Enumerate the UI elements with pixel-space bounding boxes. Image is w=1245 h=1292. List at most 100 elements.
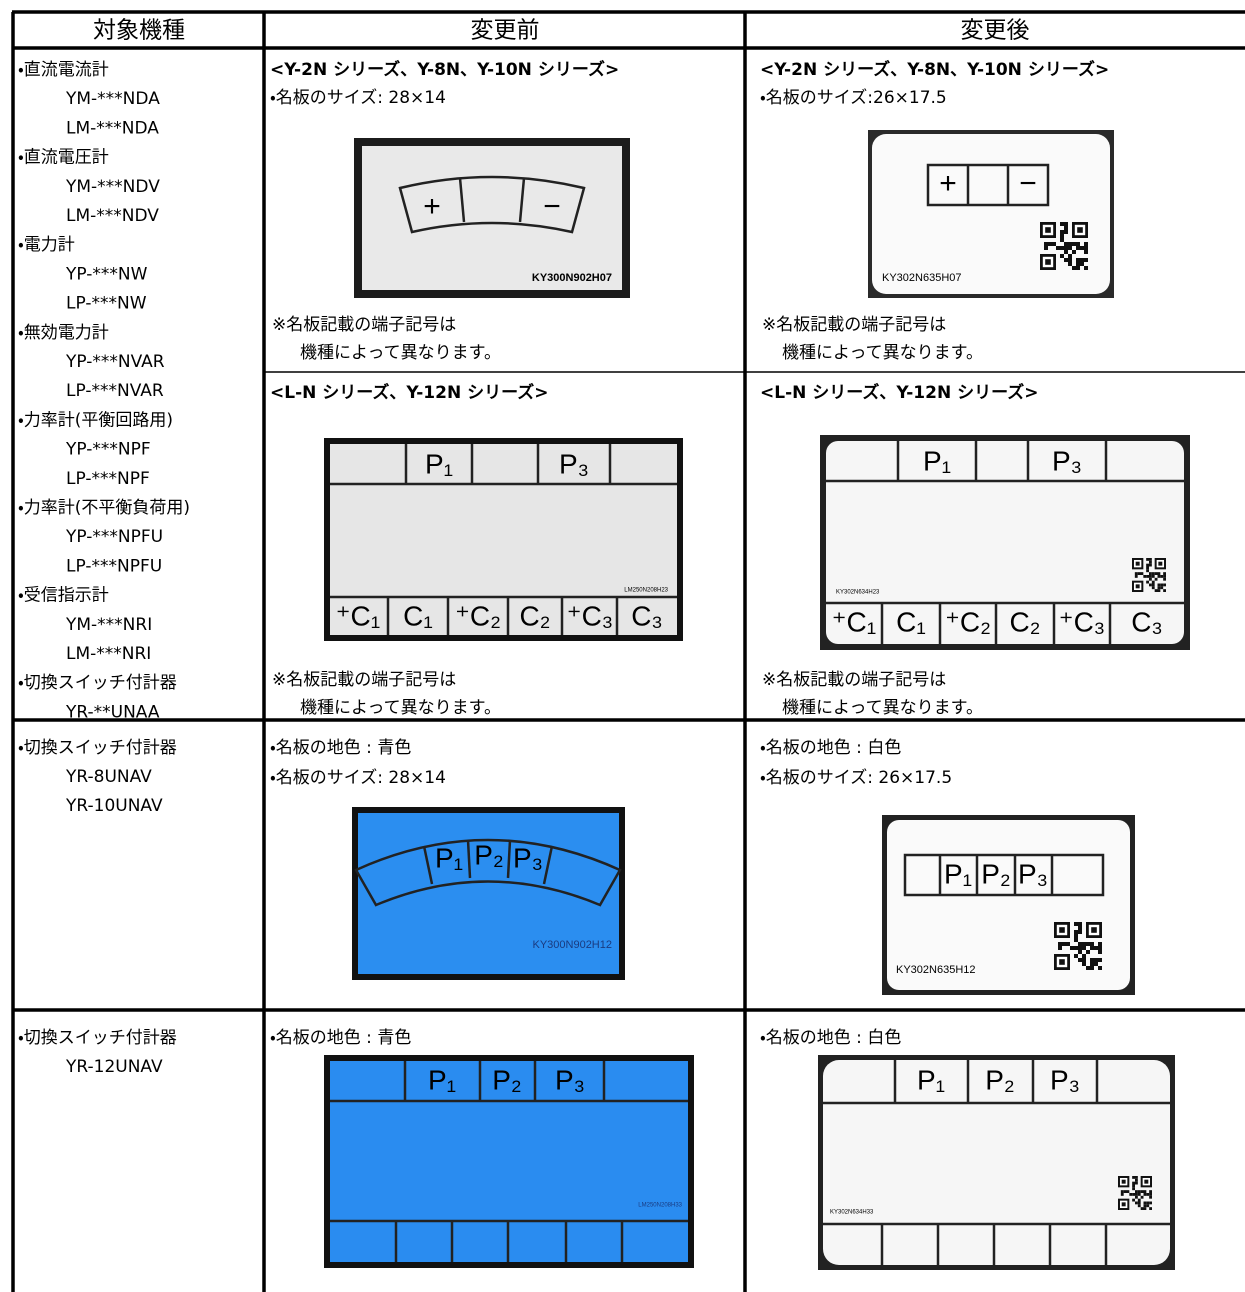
model-category: ・直流電圧計	[18, 148, 109, 168]
model-category: ・切換スイッチ付計器	[18, 673, 177, 693]
plate-code: KY300N902H12	[532, 939, 612, 951]
plate-code: KY302N634H23	[836, 590, 880, 596]
plate-code: KY302N635H12	[896, 964, 976, 976]
note: ※名板記載の端子記号は	[762, 670, 946, 690]
model-code: LP-***NPF	[66, 469, 150, 489]
size-text: ・名板のサイズ:26×17.5	[760, 88, 947, 108]
model-code: LP-***NVAR	[66, 381, 164, 401]
size-text: ・名板のサイズ: 28×14	[270, 768, 446, 788]
model-category: ・切換スイッチ付計器	[18, 1028, 177, 1048]
terminal-label: P₁	[435, 842, 463, 873]
color-text: ・名板の地色 : 白色	[760, 1028, 901, 1048]
plate-code: KY302N634H33	[830, 1210, 874, 1216]
model-category: ・力率計(不平衡負荷用)	[18, 498, 190, 518]
terminal-label: P₃	[555, 1064, 585, 1095]
terminal-label: P₃	[1018, 858, 1048, 889]
header-cell: 変更後	[961, 18, 1030, 44]
nameplate-image: P₁ P₃ ⁺C₁ C₁ ⁺C₂ C₂ ⁺C₃ C₃ KY302N634H23	[820, 435, 1190, 650]
terminal-label: ⁺C₃	[1059, 606, 1105, 637]
size-text: ・名板のサイズ: 28×14	[270, 88, 446, 108]
model-code: YP-***NPF	[65, 440, 151, 460]
model-code: YP-***NPFU	[65, 527, 163, 547]
terminal-label: C₃	[1131, 606, 1163, 637]
color-text: ・名板の地色 : 青色	[270, 738, 411, 758]
table-lines	[11, 10, 1245, 1292]
series-heading: <L-N シリーズ、Y-12N シリーズ>	[270, 382, 549, 403]
terminal-label: −	[1019, 167, 1037, 200]
terminal-label: P₃	[513, 842, 543, 873]
terminal-label: C₂	[519, 600, 550, 631]
terminal-label: P₁	[428, 1064, 456, 1095]
terminal-label: P₁	[917, 1064, 945, 1095]
terminal-label: P₃	[1052, 445, 1082, 476]
terminal-label: ⁺C₁	[336, 600, 380, 631]
terminal-label: +	[423, 190, 441, 223]
terminal-label: P₁	[944, 858, 972, 889]
terminal-label: C₁	[403, 600, 433, 631]
color-text: ・名板の地色 : 青色	[270, 1028, 411, 1048]
terminal-label: P₃	[559, 448, 589, 479]
nameplate-image: P₁ P₂ P₃ KY300N902H12	[352, 807, 625, 980]
terminal-label: −	[543, 190, 561, 223]
model-category: ・受信指示計	[18, 586, 109, 606]
model-code: YR-8UNAV	[65, 767, 152, 787]
terminal-label: ⁺C₂	[455, 600, 501, 631]
terminal-label: P₂	[981, 858, 1011, 889]
model-code: LM-***NDV	[66, 206, 159, 226]
model-code: YM-***NDA	[65, 89, 160, 109]
terminal-label: P₂	[492, 1064, 522, 1095]
model-code: LP-***NPFU	[66, 556, 162, 576]
note: ※名板記載の端子記号は	[272, 315, 456, 335]
terminal-label: C₁	[896, 606, 926, 637]
model-category: ・無効電力計	[18, 323, 109, 343]
size-text: ・名板のサイズ: 26×17.5	[760, 768, 952, 788]
nameplate-image: P₁ P₂ P₃ KY302N634H33	[818, 1055, 1175, 1270]
qr-code	[1040, 222, 1088, 270]
model-code: YM-***NRI	[65, 615, 152, 635]
model-code: YR-12UNAV	[65, 1057, 163, 1077]
model-code: YP-***NW	[65, 264, 148, 284]
model-code: LM-***NDA	[66, 118, 159, 138]
model-code: LP-***NW	[66, 294, 147, 314]
note: 機種によって異なります。	[782, 698, 983, 718]
color-text: ・名板の地色 : 白色	[760, 738, 901, 758]
model-category: ・直流電流計	[18, 60, 109, 80]
model-code: YP-***NVAR	[65, 352, 165, 372]
header-cell: 対象機種	[93, 18, 185, 44]
series-heading: <L-N シリーズ、Y-12N シリーズ>	[760, 382, 1039, 403]
terminal-label: P₁	[425, 448, 453, 479]
nameplate-image: P₁ P₂ P₃ LM250N208H33	[324, 1055, 694, 1268]
model-code: YR-**UNAA	[65, 702, 160, 722]
model-code: LM-***NRI	[66, 644, 151, 664]
terminal-label: P₂	[985, 1064, 1015, 1095]
terminal-label: ⁺C₁	[832, 606, 876, 637]
terminal-label: ⁺C₂	[945, 606, 991, 637]
note: ※名板記載の端子記号は	[762, 315, 946, 335]
model-category: ・切換スイッチ付計器	[18, 738, 177, 758]
model-category: ・電力計	[18, 235, 75, 255]
nameplate-image: + − KY300N902H07	[354, 138, 630, 298]
note: 機種によって異なります。	[300, 343, 501, 363]
plate-code: KY300N902H07	[532, 272, 612, 284]
terminal-label: C₂	[1009, 606, 1040, 637]
header-cell: 変更前	[471, 18, 540, 44]
note: 機種によって異なります。	[782, 343, 983, 363]
series-heading: <Y-2N シリーズ、Y-8N、Y-10N シリーズ>	[270, 59, 619, 80]
plate-code: LM250N208H23	[624, 588, 668, 594]
terminal-label: +	[939, 167, 957, 200]
series-heading: <Y-2N シリーズ、Y-8N、Y-10N シリーズ>	[760, 59, 1109, 80]
qr-code	[1132, 558, 1166, 592]
nameplate-image: + − KY302N635H07	[868, 130, 1114, 298]
terminal-label: C₃	[631, 600, 663, 631]
note: 機種によって異なります。	[300, 698, 501, 718]
plate-code: LM250N208H33	[638, 1203, 682, 1209]
model-list: ・直流電流計 YM-***NDA LM-***NDA ・直流電圧計 YM-***NDV L…	[18, 60, 190, 1077]
terminal-label: ⁺C₃	[567, 600, 613, 631]
nameplate-image: P₁ P₂ P₃ KY302N635H12	[882, 815, 1135, 995]
model-category: ・力率計(平衡回路用)	[18, 410, 173, 430]
model-code: YR-10UNAV	[65, 796, 163, 816]
plate-code: KY302N635H07	[882, 272, 962, 284]
terminal-label: P₂	[474, 839, 504, 870]
